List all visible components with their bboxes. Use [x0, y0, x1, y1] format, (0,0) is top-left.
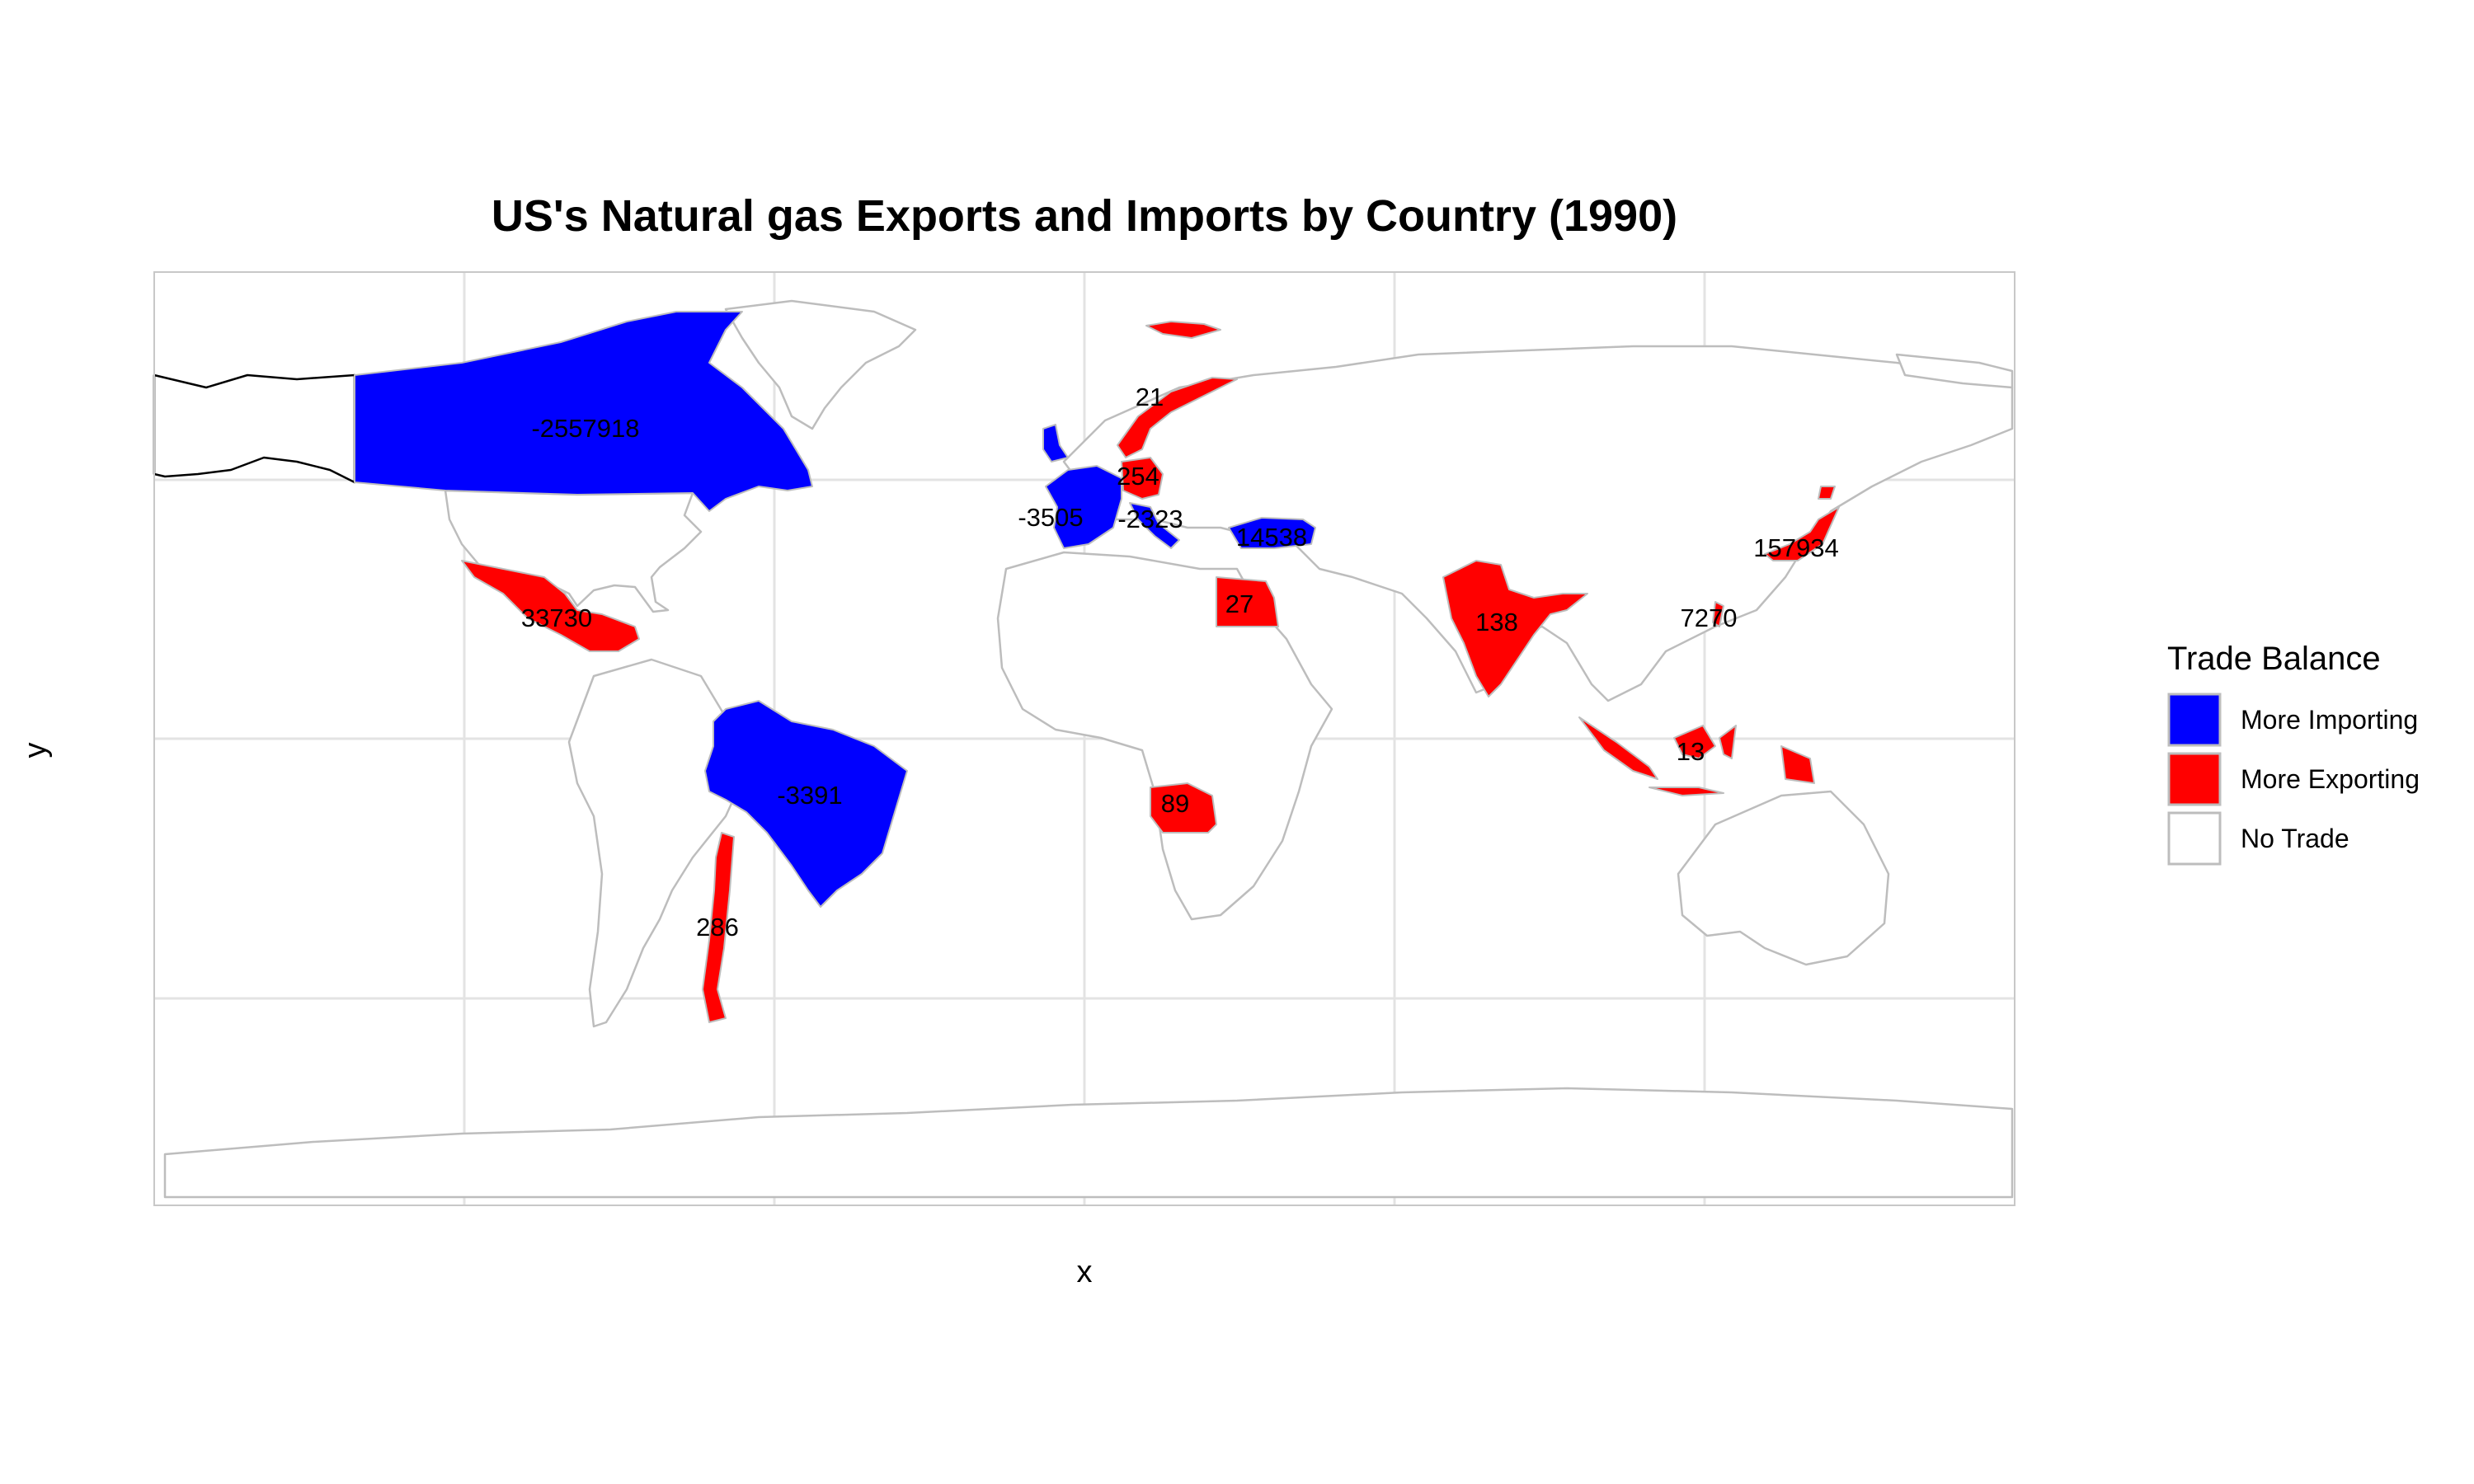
value-label-indonesia: 13	[1677, 737, 1705, 766]
country-angola	[1150, 782, 1217, 834]
legend: Trade Balance More Importing More Exporti…	[2167, 641, 2420, 866]
antarctica	[163, 1087, 2014, 1199]
value-label-angola: 89	[1161, 789, 1189, 818]
legend-swatch-more-importing	[2167, 693, 2222, 747]
value-label-egypt: 27	[1225, 589, 1253, 618]
country-germany	[1121, 457, 1164, 500]
africa	[996, 551, 1333, 921]
value-label-brazil: -3391	[777, 781, 842, 810]
value-label-turkey: 14538	[1236, 523, 1307, 552]
value-label-germany: 254	[1117, 462, 1159, 491]
value-label-norway: 21	[1136, 383, 1164, 411]
panel-border	[153, 271, 2015, 1206]
value-label-mexico: 33730	[521, 603, 592, 632]
country-brazil	[704, 700, 908, 908]
country-indonesia	[1578, 716, 1815, 796]
country-uk	[1042, 424, 1069, 463]
y-axis-title: y	[18, 743, 53, 758]
value-label-italy: -2323	[1117, 505, 1183, 533]
legend-swatch-more-exporting	[2167, 752, 2222, 806]
country-chile	[702, 832, 735, 1023]
australia	[1677, 790, 1890, 966]
country-france	[1045, 465, 1122, 549]
russia-far-east	[1895, 353, 2014, 389]
country-india	[1442, 560, 1588, 697]
country-japan	[1764, 486, 1840, 561]
country-turkey	[1228, 517, 1316, 549]
country-mexico	[461, 560, 640, 652]
exporting-countries	[461, 321, 1840, 1023]
value-label-japan: 157934	[1753, 533, 1838, 562]
country-canada	[354, 311, 813, 512]
importing-countries	[354, 311, 1316, 908]
value-label-chile: 286	[696, 913, 739, 942]
legend-swatch-no-trade	[2167, 811, 2222, 866]
legend-label-more-exporting: More Exporting	[2241, 764, 2420, 794]
greenland	[724, 299, 917, 430]
value-labels: -2557918 33730 -3391 286 21 254 -3505 -2323 1453…	[521, 383, 1839, 942]
eurasia	[1062, 345, 2014, 702]
alaska	[153, 373, 356, 484]
legend-label-more-importing: More Importing	[2241, 705, 2418, 735]
country-taiwan	[1712, 601, 1724, 627]
country-egypt	[1216, 576, 1279, 627]
country-italy	[1129, 502, 1180, 549]
country-svalbard	[1145, 321, 1221, 339]
legend-title: Trade Balance	[2167, 641, 2381, 677]
country-norway	[1117, 377, 1238, 458]
legend-label-no-trade: No Trade	[2241, 824, 2349, 853]
land-no-trade	[163, 299, 2014, 1199]
chart-title: US's Natural gas Exports and Imports by …	[492, 191, 1677, 241]
value-label-france: -3505	[1018, 503, 1083, 532]
x-axis-title: x	[1077, 1255, 1093, 1289]
value-label-taiwan: 7270	[1681, 603, 1738, 632]
value-label-india: 138	[1475, 608, 1518, 636]
value-label-canada: -2557918	[531, 414, 639, 443]
